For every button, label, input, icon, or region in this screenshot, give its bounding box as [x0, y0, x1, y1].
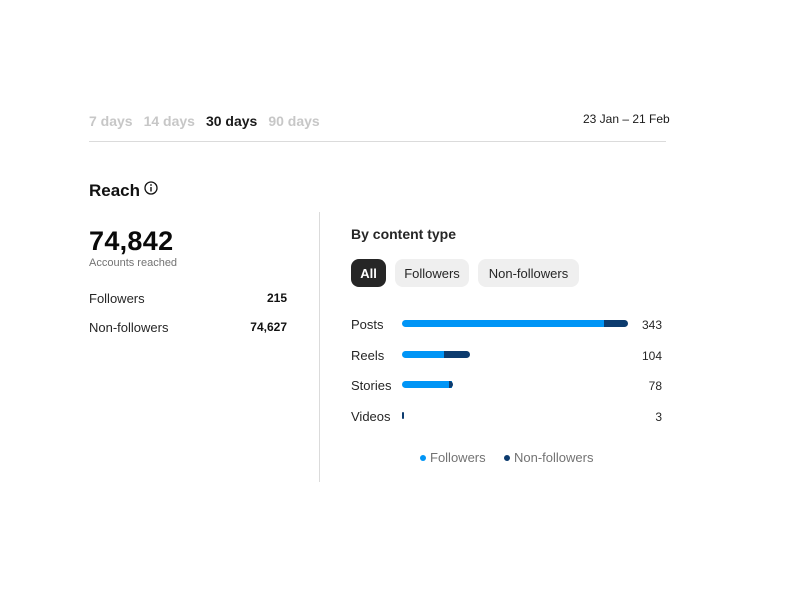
info-icon[interactable] — [144, 181, 158, 195]
section-divider — [319, 212, 320, 482]
legend-non-followers-dot — [504, 454, 510, 461]
accounts-reached-total: 74,842 — [89, 226, 174, 256]
bar-segment-non-followers-videos — [402, 411, 404, 419]
bar-value-posts: 343 — [641, 318, 662, 332]
followers-value: 215 — [266, 291, 287, 305]
time-range-tabs: 7 days 14 days 30 days 90 days — [89, 113, 320, 129]
tab-30-days[interactable]: 30 days — [205, 113, 258, 129]
bar-videos[interactable] — [402, 411, 404, 419]
bar-value-videos: 3 — [655, 409, 662, 424]
non-followers-value: 74,627 — [250, 320, 287, 334]
bar-segment-followers-posts — [402, 320, 607, 327]
by-content-type-title: By content type — [351, 226, 457, 242]
bar-value-reels: 104 — [641, 348, 662, 363]
legend-followers-dot — [420, 454, 426, 461]
bar-stories[interactable] — [402, 381, 453, 388]
date-range: 23 Jan – 21 Feb — [583, 112, 670, 126]
tab-14-days[interactable]: 14 days — [143, 113, 195, 129]
filter-all-chip[interactable]: All — [351, 259, 386, 287]
non-followers-label: Non-followers — [89, 320, 169, 335]
tab-90-days[interactable]: 90 days — [268, 113, 320, 129]
filter-followers-chip[interactable]: Followers — [395, 259, 469, 287]
bar-posts[interactable] — [402, 320, 628, 327]
bar-label-videos: Videos — [351, 408, 391, 424]
bar-value-stories: 78 — [648, 379, 662, 393]
bar-segment-followers-reels — [402, 350, 447, 358]
filter-non-followers-chip[interactable]: Non-followers — [478, 259, 579, 287]
accounts-reached-label: Accounts reached — [89, 257, 178, 269]
bar-segment-non-followers-reels — [444, 350, 470, 358]
bar-segment-non-followers-posts — [604, 320, 628, 327]
bar-reels[interactable] — [402, 350, 470, 358]
followers-row: Followers 215 — [89, 291, 287, 306]
legend-non-followers: Non-followers — [504, 450, 593, 465]
bar-segment-non-followers-stories — [449, 381, 453, 388]
bar-label-posts: Posts — [351, 317, 384, 332]
legend-followers: Followers — [420, 450, 486, 465]
followers-label: Followers — [89, 291, 145, 306]
bar-label-reels: Reels — [351, 347, 385, 363]
legend-non-followers-label: Non-followers — [514, 450, 594, 465]
bar-label-stories: Stories — [351, 378, 392, 393]
reach-title: Reach — [89, 181, 141, 200]
tab-7-days[interactable]: 7 days — [89, 113, 133, 129]
bar-segment-followers-stories — [402, 381, 452, 388]
header-divider — [89, 141, 666, 142]
non-followers-row: Non-followers 74,627 — [89, 320, 287, 335]
legend-followers-label: Followers — [430, 450, 486, 465]
